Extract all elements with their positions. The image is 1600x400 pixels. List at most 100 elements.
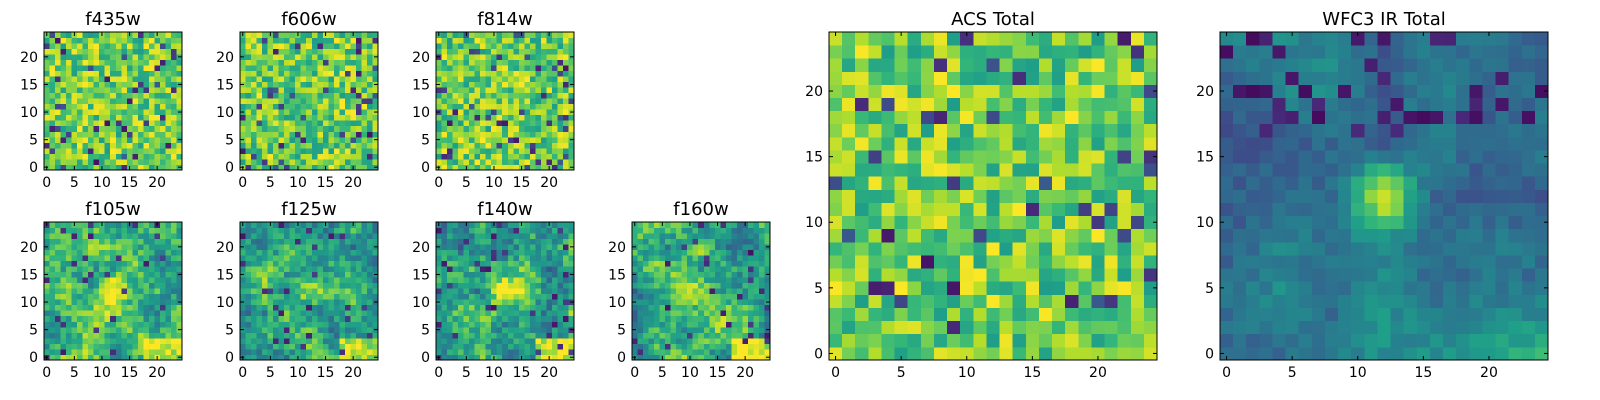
heatmap-cell: [562, 288, 569, 295]
heatmap-cell: [355, 125, 362, 132]
heatmap-cell: [278, 348, 285, 355]
heatmap-cell: [933, 176, 948, 190]
heatmap-cell: [295, 158, 302, 165]
heatmap-cell: [557, 238, 564, 245]
heatmap-cell: [496, 266, 503, 273]
heatmap-cell: [289, 164, 296, 171]
heatmap-cell: [491, 125, 498, 132]
heatmap-cell: [176, 337, 183, 344]
heatmap-cell: [1078, 346, 1092, 361]
heatmap-cell: [676, 299, 683, 306]
heatmap-cell: [496, 136, 503, 143]
heatmap-cell: [256, 266, 263, 273]
heatmap-cell: [311, 326, 318, 333]
heatmap-cell: [485, 277, 492, 284]
heatmap-cell: [491, 153, 498, 160]
heatmap-cell: [540, 142, 547, 149]
heatmap-cell: [311, 227, 318, 234]
heatmap-cell: [551, 277, 558, 284]
heatmap-cell: [55, 54, 61, 60]
heatmap-cell: [71, 227, 78, 234]
heatmap-cell: [502, 37, 509, 44]
heatmap-cell: [99, 304, 106, 311]
heatmap-cell: [562, 164, 569, 171]
heatmap-cell: [452, 87, 459, 94]
heatmap-cell: [557, 131, 564, 138]
heatmap-cell: [300, 76, 307, 83]
heatmap-cell: [165, 54, 172, 60]
heatmap-cell: [137, 222, 144, 228]
heatmap-cell: [148, 310, 155, 317]
heatmap-cell: [121, 125, 128, 132]
heatmap-cell: [637, 277, 644, 284]
heatmap-cell: [300, 233, 307, 239]
heatmap-cell: [654, 310, 660, 317]
heatmap-cell: [256, 244, 263, 250]
heatmap-cell: [121, 32, 128, 38]
heatmap-cell: [300, 249, 307, 256]
heatmap-cell: [159, 136, 166, 143]
heatmap-cell: [88, 244, 95, 250]
heatmap-cell: [513, 233, 520, 239]
heatmap-cell: [829, 176, 843, 190]
heatmap-cell: [463, 293, 470, 300]
heatmap-cell: [676, 304, 683, 311]
heatmap-cell: [452, 54, 459, 60]
heatmap-cell: [659, 299, 666, 306]
heatmap-cell: [104, 70, 111, 77]
heatmap-cell: [322, 227, 329, 234]
heatmap-cell: [339, 222, 346, 228]
heatmap-cell: [753, 337, 760, 344]
heatmap-cell: [361, 87, 368, 94]
heatmap-cell: [99, 233, 106, 239]
heatmap-cell: [654, 293, 660, 300]
heatmap-cell: [170, 277, 177, 284]
heatmap-cell: [546, 227, 553, 234]
heatmap-cell: [441, 255, 448, 262]
heatmap-cell: [551, 288, 558, 295]
heatmap-cell: [366, 277, 373, 284]
heatmap-cell: [518, 131, 525, 138]
heatmap-cell: [55, 153, 61, 160]
heatmap-cell: [328, 326, 335, 333]
heatmap-cell: [562, 131, 569, 138]
heatmap-cell: [502, 158, 509, 165]
heatmap-cell: [295, 348, 302, 355]
heatmap-cell: [77, 92, 84, 99]
heatmap-cell: [868, 346, 882, 361]
heatmap-cell: [1012, 294, 1027, 308]
heatmap-cell: [463, 288, 470, 295]
heatmap-cell: [317, 131, 324, 138]
heatmap-cell: [328, 65, 335, 72]
heatmap-cell: [372, 92, 379, 99]
heatmap-cell: [632, 310, 638, 317]
heatmap-cell: [306, 65, 313, 72]
heatmap-cell: [458, 354, 464, 361]
heatmap-cell: [317, 98, 324, 105]
heatmap-cell: [126, 109, 133, 116]
heatmap-cell: [154, 98, 161, 105]
heatmap-cell: [529, 238, 536, 245]
heatmap-cell: [747, 222, 754, 228]
heatmap-cell: [322, 348, 329, 355]
heatmap-cell: [540, 271, 547, 278]
heatmap-cell: [507, 277, 514, 284]
heatmap-cell: [676, 282, 683, 289]
heatmap-cell: [137, 87, 144, 94]
heatmap-cell: [502, 103, 509, 110]
heatmap-cell: [148, 136, 155, 143]
heatmap-cell: [670, 255, 677, 262]
heatmap-cell: [1130, 215, 1145, 230]
heatmap-cell: [71, 293, 78, 300]
heatmap-cell: [262, 304, 268, 311]
heatmap-cell: [502, 348, 509, 355]
heatmap-cell: [350, 48, 357, 55]
heatmap-cell: [643, 293, 649, 300]
heatmap-cell: [469, 293, 476, 300]
heatmap-cell: [562, 343, 569, 350]
heatmap-cell: [165, 103, 172, 110]
heatmap-cell: [643, 266, 649, 273]
heatmap-cell: [535, 310, 542, 317]
heatmap-cell: [568, 158, 575, 165]
heatmap-cell: [372, 337, 379, 344]
